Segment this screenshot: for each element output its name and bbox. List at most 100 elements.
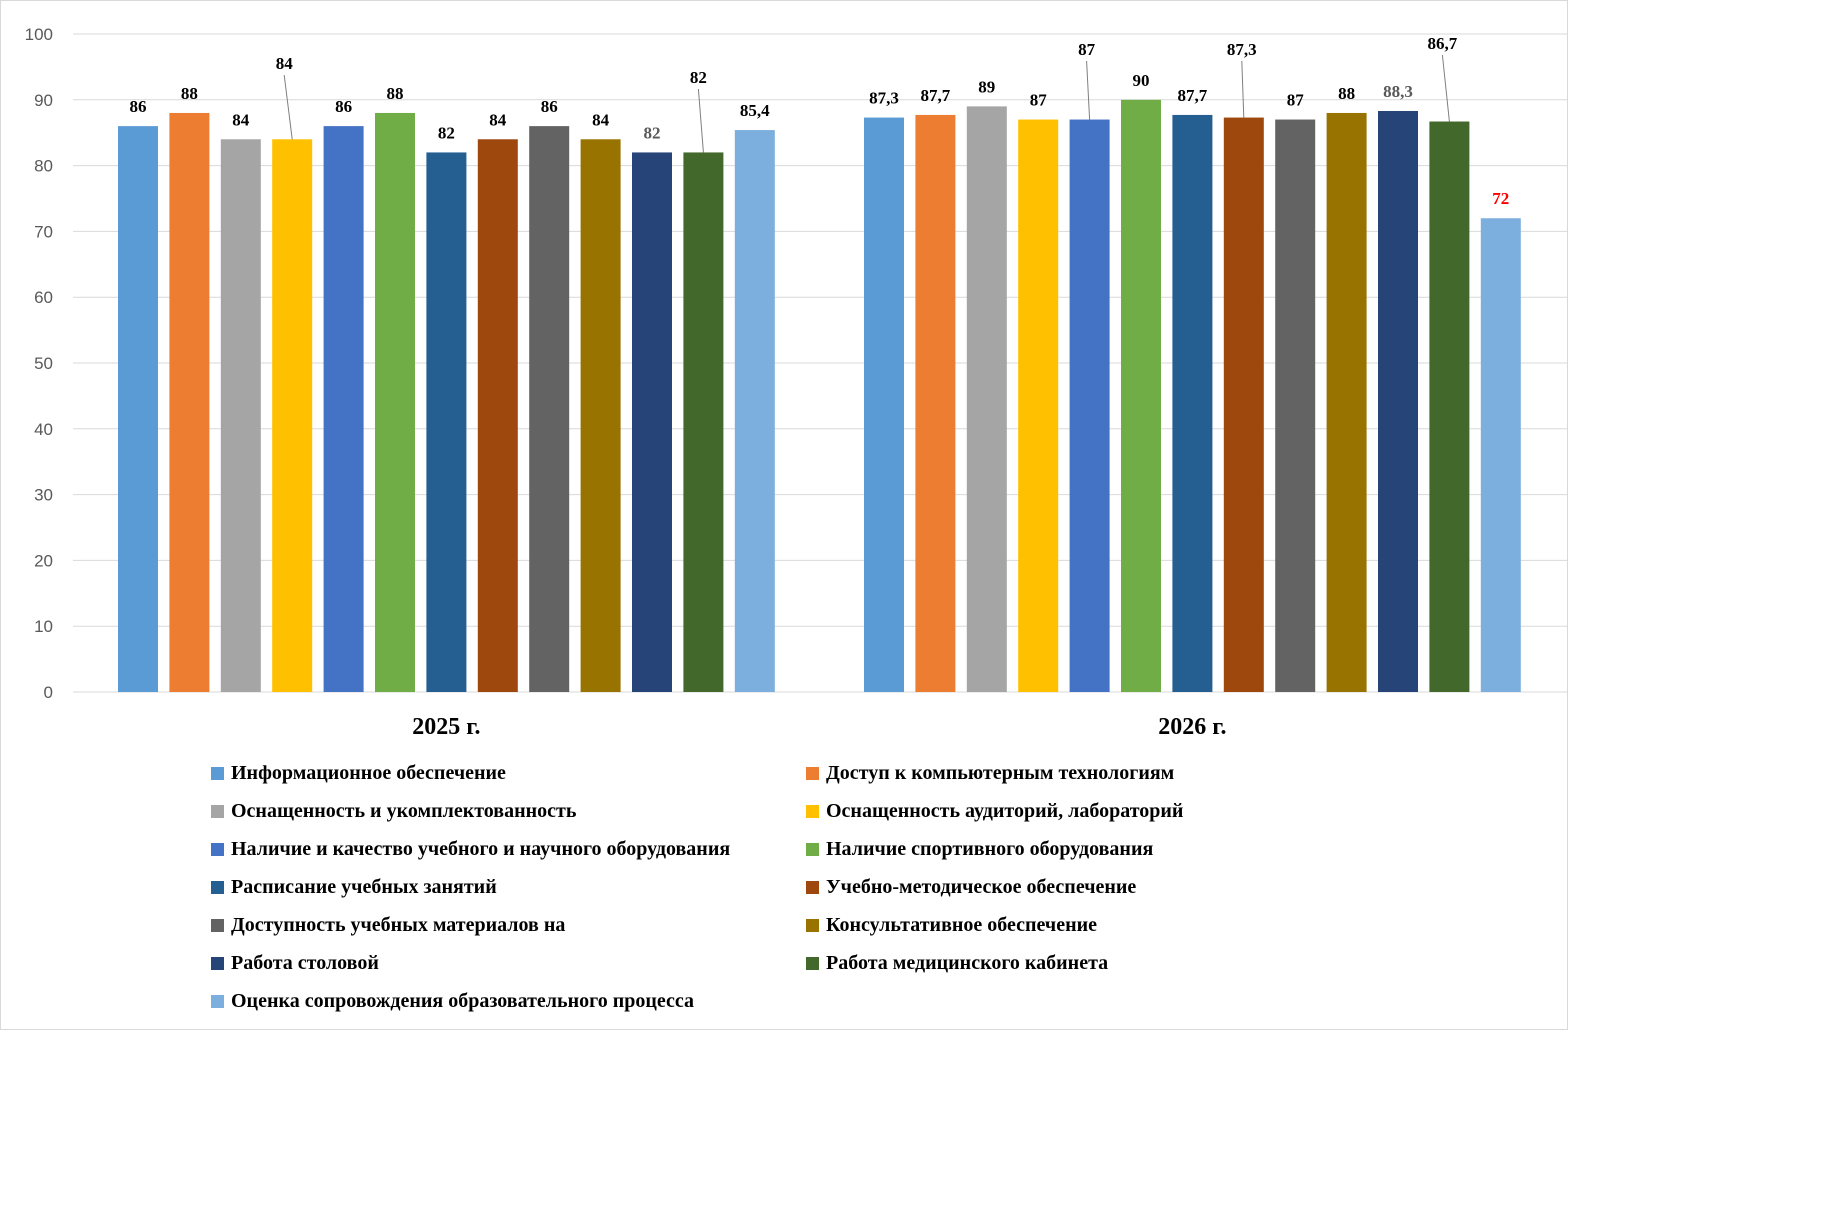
- y-tick-label: 20: [34, 551, 53, 570]
- legend-label: Оснащенность аудиторий, лабораторий: [826, 799, 1184, 822]
- data-label: 86,7: [1428, 34, 1458, 53]
- x-category-label: 2026 г.: [1158, 714, 1226, 740]
- data-label: 86: [335, 97, 352, 116]
- legend-item: Работа медицинского кабинета: [806, 951, 1311, 975]
- legend-label: Наличие спортивного оборудования: [826, 837, 1154, 860]
- legend-swatch: [211, 994, 224, 1008]
- bar: [632, 152, 672, 692]
- bar: [477, 139, 518, 692]
- bar: [529, 126, 570, 693]
- bar: [118, 126, 158, 693]
- x-category-label: 2025 г.: [412, 714, 480, 740]
- legend-label: Расписание учебных занятий: [231, 875, 497, 898]
- data-label: 87: [1078, 40, 1096, 59]
- bar: [1429, 121, 1470, 693]
- legend-swatch: [806, 766, 819, 780]
- data-label: 87,3: [869, 89, 899, 108]
- legend-label: Информационное обеспечение: [231, 761, 506, 784]
- legend-label: Учебно-методическое обеспечение: [826, 875, 1137, 898]
- y-tick-label: 60: [34, 288, 53, 307]
- bar: [1378, 110, 1418, 692]
- legend-label: Консультативное обеспечение: [826, 913, 1097, 936]
- legend-swatch: [806, 842, 819, 856]
- legend-item: Консультативное обеспечение: [806, 913, 1311, 937]
- bar: [683, 152, 724, 692]
- data-label: 87: [1030, 91, 1048, 110]
- y-tick-label: 50: [34, 354, 53, 373]
- data-label: 86: [541, 97, 558, 116]
- bar: [1480, 218, 1521, 693]
- y-tick-label: 80: [34, 157, 53, 176]
- data-label: 87,7: [1178, 86, 1208, 105]
- data-label: 86: [130, 97, 147, 116]
- legend-swatch: [806, 880, 819, 894]
- bar: [915, 114, 956, 692]
- label-leader-line: [1441, 54, 1450, 122]
- bar: [966, 106, 1007, 692]
- data-label: 87,3: [1227, 40, 1257, 59]
- bar: [272, 139, 313, 692]
- y-tick-label: 90: [34, 91, 53, 110]
- bar: [375, 112, 415, 692]
- bar: [864, 117, 904, 693]
- label-leader-line: [697, 88, 704, 153]
- legend-item: Оснащенность аудиторий, лабораторий: [806, 799, 1311, 823]
- data-label: 84: [592, 110, 610, 129]
- data-label: 84: [232, 110, 250, 129]
- data-label: 88: [181, 84, 198, 103]
- bar: [169, 112, 210, 692]
- legend-swatch: [211, 766, 224, 780]
- legend-label: Доступность учебных материалов на: [231, 913, 566, 936]
- bar: [1275, 119, 1316, 693]
- legend-label: Доступ к компьютерным технологиям: [826, 761, 1175, 784]
- data-label: 82: [644, 123, 661, 142]
- chart-frame: 0 10 20 30 40 50 60 70 80 90 100 86 88 84 84 86 88 82 84 86…: [0, 0, 1568, 1030]
- y-tick-label: 30: [34, 486, 53, 505]
- data-label: 89: [978, 77, 995, 96]
- legend-label: Работа медицинского кабинета: [826, 951, 1109, 974]
- bar: [426, 152, 467, 692]
- data-label: 82: [690, 68, 707, 87]
- legend-label: Оснащенность и укомплектованность: [231, 799, 577, 822]
- bar: [1223, 117, 1264, 693]
- legend-item: Работа столовой: [211, 951, 806, 975]
- data-label: 88,3: [1383, 82, 1413, 101]
- data-label: 82: [438, 123, 455, 142]
- legend: Информационное обеспечение Доступ к компь…: [211, 761, 1311, 1013]
- bar: [220, 139, 261, 692]
- y-tick-label: 40: [34, 420, 53, 439]
- legend-item: Доступ к компьютерным технологиям: [806, 761, 1311, 785]
- bar: [734, 130, 775, 692]
- legend-item: Доступность учебных материалов на: [211, 913, 806, 937]
- legend-item: Оснащенность и укомплектованность: [211, 799, 806, 823]
- legend-label: Работа столовой: [231, 951, 379, 974]
- data-label: 88: [387, 84, 404, 103]
- legend-item: Расписание учебных занятий: [211, 875, 806, 899]
- legend-swatch: [211, 918, 224, 932]
- y-tick-label: 70: [34, 222, 53, 241]
- legend-item: Наличие спортивного оборудования: [806, 837, 1311, 861]
- legend-label: Наличие и качество учебного и научного о…: [231, 837, 731, 860]
- y-tick-label: 100: [25, 25, 53, 44]
- legend-swatch: [806, 956, 819, 970]
- legend-item: Оценка сопровождения образовательного пр…: [211, 989, 806, 1013]
- bar: [1326, 112, 1367, 692]
- legend-swatch: [211, 880, 224, 894]
- bar: [580, 139, 621, 692]
- legend-item: Информационное обеспечение: [211, 761, 806, 785]
- bar: [1069, 119, 1110, 693]
- legend-swatch: [806, 804, 819, 818]
- data-label: 87,7: [921, 86, 951, 105]
- label-leader-line: [1241, 60, 1245, 118]
- legend-swatch: [211, 842, 224, 856]
- legend-item: Учебно-методическое обеспечение: [806, 875, 1311, 899]
- data-label: 88: [1338, 84, 1355, 103]
- legend-label: Оценка сопровождения образовательного пр…: [231, 989, 694, 1012]
- legend-swatch: [806, 918, 819, 932]
- data-label: 72: [1492, 189, 1509, 208]
- y-tick-label: 0: [44, 683, 53, 702]
- bar: [1172, 114, 1213, 692]
- bar: [323, 126, 364, 693]
- data-label: 85,4: [740, 101, 770, 120]
- legend-swatch: [211, 956, 224, 970]
